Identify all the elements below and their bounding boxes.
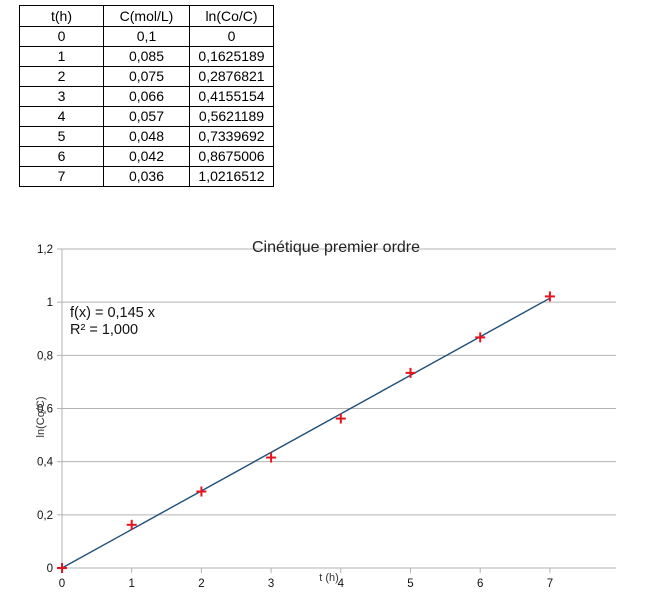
- data-points: [57, 291, 555, 573]
- table-cell: 0,2876821: [189, 66, 274, 87]
- chart-grid: [62, 248, 616, 516]
- x-tick-label: 0: [59, 578, 65, 590]
- x-tick-label: 2: [198, 578, 204, 590]
- trendline-equation: f(x) = 0,145 x: [70, 305, 156, 321]
- x-tick-label: 6: [477, 578, 483, 590]
- data-point: [544, 291, 555, 302]
- table-cell: 0: [189, 26, 274, 47]
- y-tick-label: 0,2: [37, 510, 53, 522]
- data-point: [405, 367, 416, 378]
- table-row: 4 0,057 0,5621189: [19, 106, 274, 127]
- table-row: 6 0,042 0,8675006: [19, 146, 274, 167]
- column-header: C(mol/L): [103, 5, 190, 27]
- table-row: 5 0,048 0,7339692: [19, 126, 274, 147]
- table-cell: 0,066: [103, 86, 190, 107]
- table-cell: 0,4155154: [189, 86, 274, 107]
- table-cell: 0,036: [103, 166, 190, 187]
- chart-title: Cinétique premier ordre: [252, 239, 420, 256]
- table-cell: 4: [19, 106, 104, 127]
- y-tick-label: 0,8: [37, 350, 53, 362]
- x-tick-label: 1: [128, 578, 134, 590]
- data-point: [475, 332, 486, 343]
- trendline-r2: R² = 1,000: [70, 322, 138, 338]
- y-tick-label: 0,6: [37, 404, 53, 416]
- data-point: [196, 486, 207, 497]
- table-cell: 0,057: [103, 106, 190, 127]
- table-cell: 0,1625189: [189, 46, 274, 67]
- table-cell: 0,7339692: [189, 126, 274, 147]
- table-row: 3 0,066 0,4155154: [19, 86, 274, 107]
- column-header: t(h): [19, 5, 104, 27]
- table-row: 7 0,036 1,0216512: [19, 166, 274, 187]
- y-tick-label: 0: [47, 563, 53, 575]
- x-axis-label: t (h): [319, 572, 339, 584]
- table-cell: 3: [19, 86, 104, 107]
- table-cell: 1: [19, 46, 104, 67]
- table-cell: 5: [19, 126, 104, 147]
- axis-ticks: 0 0,2 0,4 0,6 0,8 1 1,2 0 1 2 3 4 5 6 7: [37, 244, 553, 590]
- chart: Cinétique premier ordre 0 0,2 0,4 0,6 0,8 1 1,…: [35, 239, 616, 590]
- trendline: [61, 297, 551, 569]
- x-tick-label: 7: [547, 578, 553, 590]
- y-tick-label: 1: [47, 297, 53, 309]
- table-cell: 0,085: [103, 46, 190, 67]
- table-row: 1 0,085 0,1625189: [19, 46, 274, 67]
- y-axis-label: ln(Co/C): [35, 397, 47, 438]
- table-cell: 0,048: [103, 126, 190, 147]
- table-header-row: t(h) C(mol/L) ln(Co/C): [19, 5, 274, 27]
- trendline-group: [61, 297, 551, 569]
- table-cell: 0,075: [103, 66, 190, 87]
- table-cell: 0,1: [103, 26, 190, 47]
- table-cell: 7: [19, 166, 104, 187]
- table-cell: 0,8675006: [189, 146, 274, 167]
- x-tick-label: 5: [407, 578, 413, 590]
- table-cell: 2: [19, 66, 104, 87]
- data-point: [335, 413, 346, 424]
- table-row: 2 0,075 0,2876821: [19, 66, 274, 87]
- x-tick-label: 4: [338, 578, 345, 590]
- x-tick-label: 3: [268, 578, 274, 590]
- table-cell: 0: [19, 26, 104, 47]
- table-cell: 0,042: [103, 146, 190, 167]
- y-tick-label: 1,2: [37, 244, 53, 256]
- data-point: [57, 563, 67, 573]
- y-tick-label: 0,4: [37, 457, 54, 469]
- table-row: 0 0,1 0: [19, 26, 274, 47]
- data-point: [126, 519, 137, 530]
- table-cell: 6: [19, 146, 104, 167]
- table-cell: 0,5621189: [189, 106, 274, 127]
- data-point: [266, 452, 277, 463]
- data-table: t(h) C(mol/L) ln(Co/C) 0 0,1 0 1 0,085 0,1625…: [19, 5, 274, 187]
- column-header: ln(Co/C): [189, 5, 274, 27]
- table-cell: 1,0216512: [189, 166, 274, 187]
